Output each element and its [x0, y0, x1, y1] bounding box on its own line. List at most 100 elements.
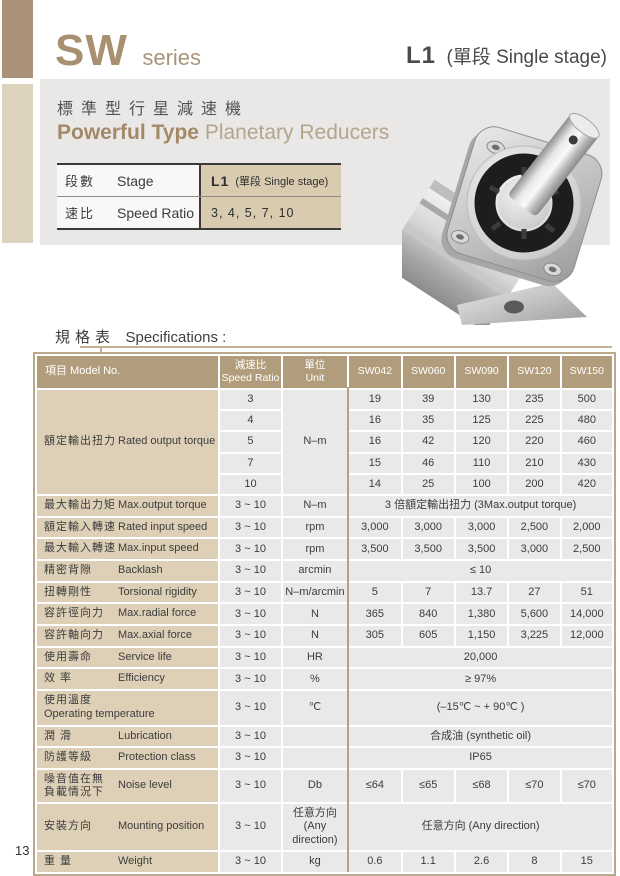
- spec-row-label: 額定輸入轉速 Rated input speed: [37, 517, 219, 538]
- spec-cell-ratio: 4: [220, 411, 281, 431]
- stage-desc: (單段 Single stage): [446, 47, 607, 68]
- spec-row: 安裝方向 Mounting position 3 ~ 10 任意方向 (Any dir…: [37, 804, 612, 850]
- spec-row: 防護等級 Protection class 3 ~ 10 IP65: [37, 748, 612, 768]
- ratio-row-label: 速比 Speed Ratio: [57, 197, 199, 228]
- stage-row: 段數 Stage L1 (單段 Single stage): [57, 165, 341, 196]
- spec-row-label: 安裝方向 Mounting position: [37, 804, 219, 850]
- spec-cell-value: 235: [509, 390, 560, 410]
- spec-cell-value: 19: [349, 390, 401, 410]
- spec-cell-value: 130: [455, 390, 508, 410]
- stage-value-rest: (單段 Single stage): [235, 175, 329, 188]
- spec-cell-unit: Db: [282, 769, 348, 803]
- spec-cell-value: 51: [561, 582, 612, 603]
- spec-cell-unit: [282, 726, 348, 747]
- spec-cell-value: 8: [509, 851, 560, 872]
- ratio-value: 3, 4, 5, 7, 10: [211, 205, 295, 220]
- spec-row: 額定輸出扭力 Rated output torque 3 N–m 19 39 130 235 5…: [37, 390, 612, 494]
- ratio-row-value: 3, 4, 5, 7, 10: [199, 197, 341, 228]
- spec-row: 重 量 Weight 3 ~ 10 kg 0.6 1.1 2.6 8 15: [37, 851, 612, 872]
- spec-cell-value-span: 任意方向 (Any direction): [349, 804, 612, 850]
- spec-cell-unit: N–m/arcmin: [282, 582, 348, 603]
- col-model-sw060: SW060: [402, 356, 454, 388]
- spec-cell-value: ≤70: [509, 769, 560, 803]
- spec-cell-value-span: (–15℃ ~ + 90℃ ): [349, 691, 612, 725]
- spec-cell-ratio: 3 ~ 10: [220, 561, 281, 581]
- spec-row: 容許軸向力 Max.axial force 3 ~ 10 N 305 605 1,150 3,…: [37, 626, 612, 646]
- spec-cell-ratio: 3 ~ 10: [220, 604, 281, 625]
- ratio-label-zh: 速比: [65, 206, 96, 221]
- spec-cell-value: 225: [509, 411, 560, 431]
- spec-cell-value: 1,380: [455, 604, 508, 625]
- spec-cell-value: 1,150: [455, 626, 508, 646]
- stage-row-value: L1 (單段 Single stage): [199, 165, 341, 196]
- spec-cell-value: 2,500: [509, 517, 560, 538]
- spec-cell-value: 305: [349, 626, 401, 646]
- col-unit: 單位 Unit: [282, 356, 348, 388]
- spec-row-label: 潤 滑 Lubrication: [37, 726, 219, 747]
- stage-code: L1: [406, 42, 437, 69]
- spec-cell-value: 1.1: [402, 851, 454, 872]
- spec-heading-zh: 規格表: [55, 329, 116, 346]
- spec-row: 噪音值在無 負載情況下Noise level 3 ~ 10 Db ≤64 ≤65 ≤68 ≤…: [37, 769, 612, 803]
- spec-cell-ratio: 3 ~ 10: [220, 726, 281, 747]
- spec-cell-ratio: 3 ~ 10: [220, 669, 281, 690]
- spec-row-label: 扭轉剛性 Torsional rigidity: [37, 582, 219, 603]
- spec-cell-value: 14,000: [561, 604, 612, 625]
- spec-cell-ratio: 3: [220, 390, 281, 410]
- spec-row: 使用壽命 Service life 3 ~ 10 HR 20,000: [37, 647, 612, 668]
- spec-cell-value: 3,500: [402, 539, 454, 559]
- spec-cell-value: 3,000: [402, 517, 454, 538]
- spec-row-label: 容許軸向力 Max.axial force: [37, 626, 219, 646]
- spec-cell-ratio: 3 ~ 10: [220, 517, 281, 538]
- spec-cell-value: 16: [349, 432, 401, 452]
- spec-cell-value-span: ≤ 10: [349, 561, 612, 581]
- series-name: SW: [55, 26, 128, 75]
- spec-cell-unit: ℃: [282, 691, 348, 725]
- spec-cell-value: 840: [402, 604, 454, 625]
- col-model-sw120: SW120: [509, 356, 560, 388]
- spec-cell-value: 3,500: [455, 539, 508, 559]
- stage-label-zh: 段數: [65, 174, 96, 189]
- spec-cell-value: 7: [402, 582, 454, 603]
- col-model-no: 項目 Model No.: [37, 356, 219, 388]
- stage-row-label: 段數 Stage: [57, 165, 199, 196]
- spec-row: 7 15 46 110 210 430: [37, 453, 612, 473]
- spec-cell-value: 5: [349, 582, 401, 603]
- spec-heading: 規格表 Specifications :: [55, 326, 226, 347]
- spec-row-label: 容許徑向力 Max.radial force: [37, 604, 219, 625]
- spec-row: 使用溫度Operating temperature 3 ~ 10 ℃ (–15℃ ~ …: [37, 691, 612, 725]
- spec-cell-value: 460: [561, 432, 612, 452]
- intro-title-en-bold: Powerful Type: [57, 121, 199, 144]
- intro-title-en: Powerful Type Planetary Reducers: [57, 121, 389, 145]
- spec-row-label: 額定輸出扭力 Rated output torque: [37, 390, 219, 494]
- col-model-sw150: SW150: [561, 356, 612, 388]
- spec-row: 潤 滑 Lubrication 3 ~ 10 合成油 (synthetic oil): [37, 726, 612, 747]
- spec-cell-value: 210: [509, 453, 560, 473]
- spec-row: 容許徑向力 Max.radial force 3 ~ 10 N 365 840 1,380 5…: [37, 604, 612, 625]
- spec-cell-value: 15: [561, 851, 612, 872]
- intro-title-zh: 標準型行星減速機: [57, 101, 250, 118]
- spec-cell-value: 35: [402, 411, 454, 431]
- ratio-label-en: Speed Ratio: [117, 204, 195, 221]
- spec-cell-value-span: ≥ 97%: [349, 669, 612, 690]
- spec-row-label: 最大輸入轉速 Max.input speed: [37, 539, 219, 559]
- spec-cell-value: 27: [509, 582, 560, 603]
- spec-cell-ratio: 3 ~ 10: [220, 769, 281, 803]
- series-word: series: [142, 45, 202, 70]
- spec-cell-unit: 任意方向 (Any direction): [282, 804, 348, 850]
- spec-cell-value: 430: [561, 453, 612, 473]
- spec-header-row: 項目 Model No. 減速比 Speed Ratio 單位 Unit SW042 S…: [37, 356, 612, 388]
- spec-cell-value: 500: [561, 390, 612, 410]
- spec-cell-value: 2.6: [455, 851, 508, 872]
- spec-cell-value: 15: [349, 453, 401, 473]
- spec-cell-value-span: 3 倍額定輸出扭力 (3Max.output torque): [349, 495, 612, 516]
- col-model-sw090: SW090: [455, 356, 508, 388]
- spec-cell-ratio: 7: [220, 453, 281, 473]
- stage-title: L1 (單段 Single stage): [406, 42, 607, 70]
- spec-cell-value: 480: [561, 411, 612, 431]
- spec-cell-ratio: 3 ~ 10: [220, 851, 281, 872]
- spec-cell-unit: HR: [282, 647, 348, 668]
- spec-heading-en: Specifications :: [125, 329, 227, 346]
- spec-cell-value: 125: [455, 411, 508, 431]
- spec-cell-value: 2,000: [561, 517, 612, 538]
